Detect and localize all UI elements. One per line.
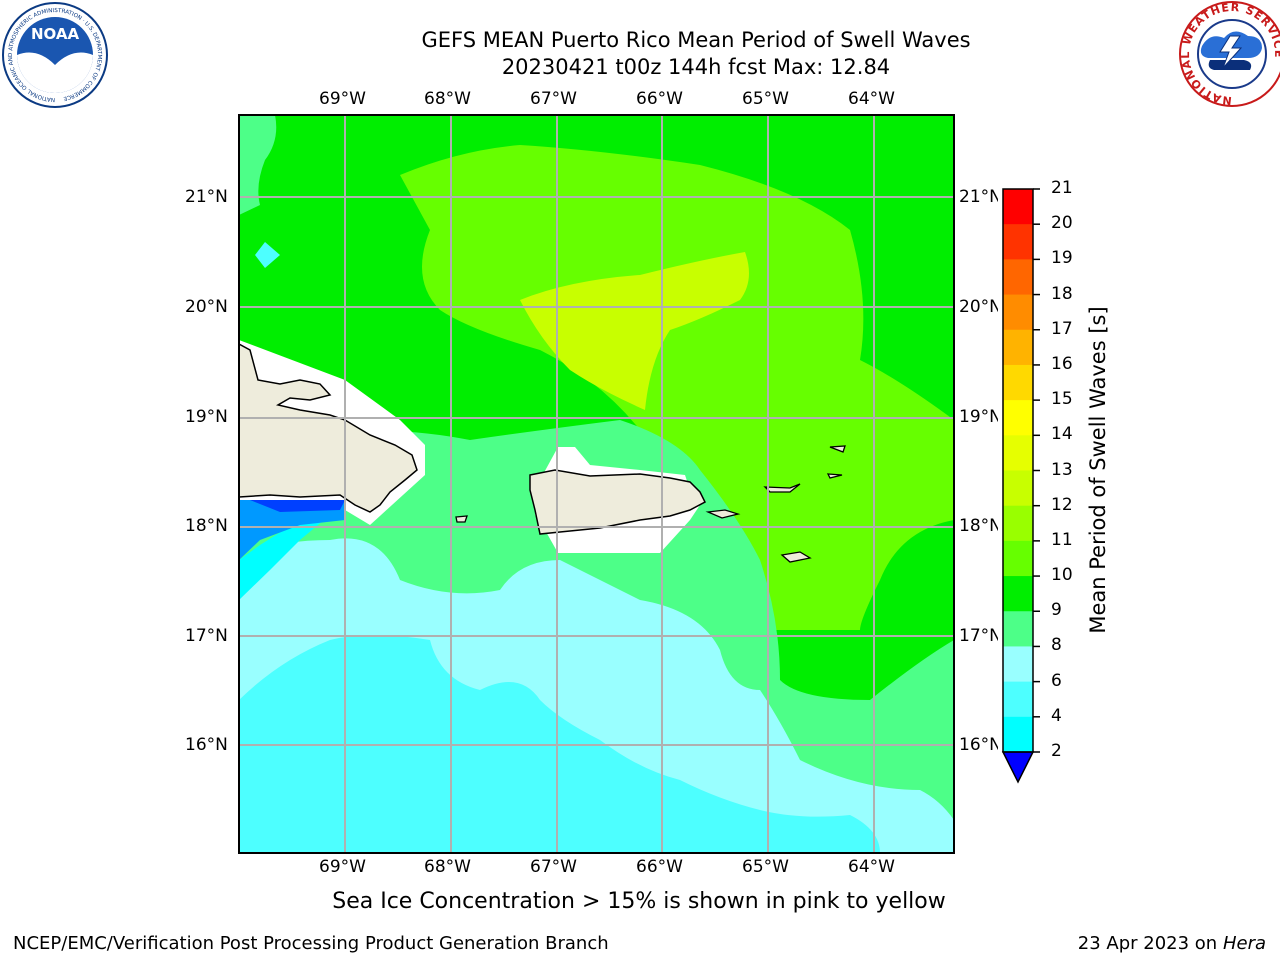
- footer-date: 23 Apr 2023 on Hera: [1078, 933, 1266, 954]
- lon-label-bottom: 68°W: [424, 857, 471, 877]
- colorbar-tick-label: 12: [1051, 494, 1073, 515]
- colorbar-tick-label: 9: [1051, 600, 1062, 621]
- colorbar-tick-label: 4: [1051, 705, 1062, 726]
- lon-label-bottom: 66°W: [636, 857, 683, 877]
- field-2-4: [239, 500, 345, 560]
- colorbar-tick-label: 14: [1051, 424, 1073, 445]
- colorbar-tick-label: 18: [1051, 283, 1073, 304]
- sea-ice-caption: Sea Ice Concentration > 15% is shown in …: [332, 889, 946, 914]
- lat-label-right: 18°N: [959, 516, 1002, 536]
- colorbar-tick-label: 16: [1051, 353, 1073, 374]
- lat-label-right: 20°N: [959, 297, 1002, 317]
- lon-label-top: 65°W: [742, 89, 789, 109]
- colorbar-tick-label: 21: [1051, 178, 1073, 198]
- field-4-6: [239, 515, 330, 600]
- footer-date-text: 23 Apr 2023 on: [1077, 933, 1223, 954]
- lon-label-top: 64°W: [848, 89, 895, 109]
- chart-title-line2: 20230421 t00z 144h fcst Max: 12.84: [501, 55, 891, 79]
- map-frame: [238, 114, 955, 854]
- colorbar-tick-label: 6: [1051, 670, 1062, 691]
- field-below-2: [250, 500, 345, 512]
- colorbar-tick-label: 13: [1051, 459, 1073, 480]
- lon-label-bottom: 65°W: [742, 857, 789, 877]
- colorbar-tick-label: 17: [1051, 318, 1073, 339]
- lon-label-bottom: 69°W: [319, 857, 366, 877]
- colorbar-label: Mean Period of Swell Waves [s]: [1086, 306, 1110, 634]
- colorbar-tick-label: 15: [1051, 389, 1073, 410]
- lon-label-top: 66°W: [636, 89, 683, 109]
- chart-title-line1: GEFS MEAN Puerto Rico Mean Period of Swe…: [421, 28, 971, 52]
- lon-label-bottom: 64°W: [848, 857, 895, 877]
- footer-machine: Hera: [1222, 933, 1266, 954]
- lat-label-right: 19°N: [959, 407, 1002, 427]
- lat-label-left: 19°N: [185, 407, 228, 427]
- map-grid: [239, 115, 954, 853]
- lat-label-left: 18°N: [185, 516, 228, 536]
- colorbar-tick-label: 19: [1051, 248, 1073, 269]
- field-12-13: [520, 252, 749, 410]
- lat-label-left: 17°N: [185, 626, 228, 646]
- field-9-10-north: [239, 115, 277, 215]
- lon-label-top: 69°W: [319, 89, 366, 109]
- colorbar-tick-label: 10: [1051, 565, 1073, 586]
- lon-label-bottom: 67°W: [530, 857, 577, 877]
- footer-credit: NCEP/EMC/Verification Post Processing Pr…: [13, 933, 609, 954]
- lat-label-left: 21°N: [185, 187, 228, 207]
- colorbar-tick-label: 8: [1051, 635, 1062, 656]
- colorbar-tick-label: 2: [1051, 741, 1062, 761]
- lat-label-right: 21°N: [959, 187, 1002, 207]
- field-6-8-spot: [255, 242, 280, 268]
- lat-label-left: 16°N: [185, 735, 228, 755]
- lon-label-top: 68°W: [424, 89, 471, 109]
- lon-label-top: 67°W: [530, 89, 577, 109]
- land-virgin-islands: [455, 445, 846, 563]
- colorbar-tick-label: 11: [1051, 529, 1073, 550]
- lat-label-right: 16°N: [959, 735, 1002, 755]
- lat-label-left: 20°N: [185, 297, 228, 317]
- field-11-12: [400, 145, 954, 630]
- colorbar-tick-label: 20: [1051, 213, 1073, 234]
- lat-label-right: 17°N: [959, 626, 1002, 646]
